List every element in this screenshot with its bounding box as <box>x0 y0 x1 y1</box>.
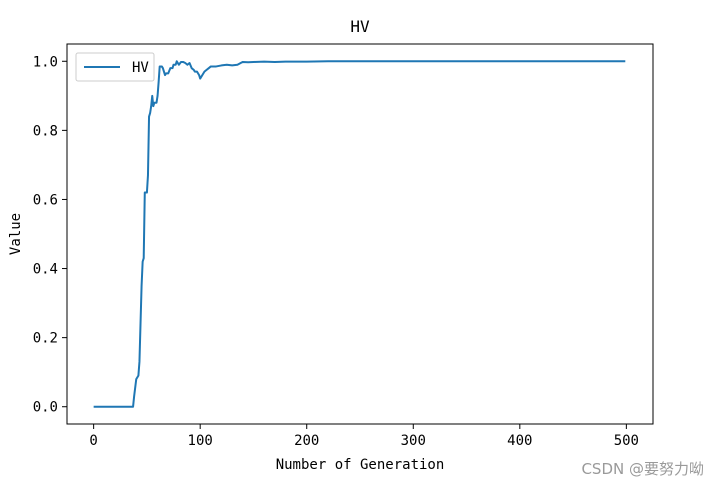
x-tick-label: 100 <box>188 433 213 449</box>
y-axis-label: Value <box>8 213 24 255</box>
y-tick-label: 1.0 <box>33 54 58 70</box>
plot-frame <box>66 43 654 425</box>
series-layer <box>93 60 626 408</box>
x-tick-label: 300 <box>401 433 426 449</box>
series-line-hv <box>93 60 626 408</box>
y-tick-label: 0.6 <box>33 192 58 208</box>
x-tick-label: 400 <box>507 433 532 449</box>
legend: HV <box>75 52 155 82</box>
y-tick-label: 0.0 <box>33 400 58 416</box>
y-tick-label: 0.8 <box>33 123 58 139</box>
legend-label-hv: HV <box>132 60 149 76</box>
x-axis-label: Number of Generation <box>276 457 445 473</box>
x-tick-label: 200 <box>294 433 319 449</box>
y-tick-label: 0.4 <box>33 262 58 278</box>
chart-title: HV <box>350 17 370 36</box>
y-tick-label: 0.2 <box>33 331 58 347</box>
y-axis-ticks: 0.0 0.2 0.4 0.6 0.8 1.0 <box>33 54 67 416</box>
watermark: CSDN @要努力呦 <box>581 460 704 478</box>
x-tick-label: 0 <box>89 433 97 449</box>
x-axis-ticks: 0 100 200 300 400 500 <box>89 424 639 449</box>
x-tick-label: 500 <box>614 433 639 449</box>
